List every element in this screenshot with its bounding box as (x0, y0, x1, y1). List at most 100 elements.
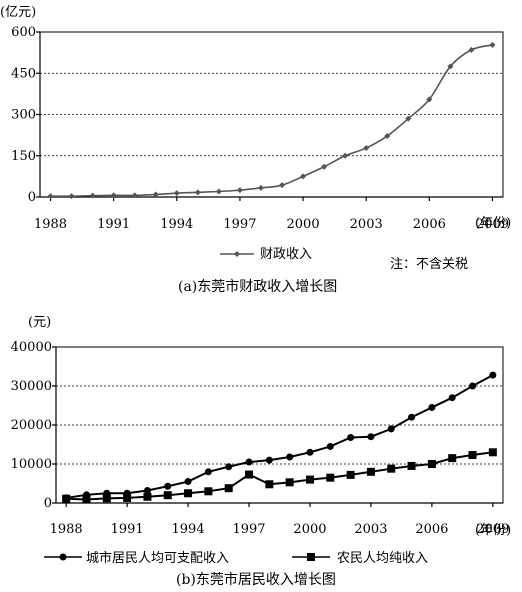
chart-a-unit-label: (亿元) (0, 5, 36, 20)
chart-b-legend-label-1: 城市居民人均可支配收入 (86, 550, 229, 566)
chart-b-legend-label-2: 农民人均纯收入 (337, 551, 428, 566)
chart-a-series-1-point (489, 41, 496, 48)
chart-a-series-1-point (279, 182, 286, 189)
chart-a-series-1-point (363, 145, 370, 152)
chart-b-series-1-point (347, 433, 355, 441)
chart-b: (元) (年份) 城市居民人均可支配收入 农民人均纯收入 (b)东莞市居民收入增… (11, 315, 512, 588)
chart-a-series-1-point (68, 193, 75, 200)
chart-b-series-2-point (468, 451, 477, 460)
chart-b-x-tick-label: 1997 (232, 522, 265, 537)
chart-a-y-tick-label: 150 (11, 149, 36, 164)
chart-b-unit-label: (元) (28, 315, 51, 330)
chart-a-series-1-point (215, 188, 222, 195)
chart-a-series-1-point (300, 173, 307, 180)
chart-b-x-tick-label: 1988 (50, 522, 83, 537)
chart-b-series-2-point (245, 470, 254, 479)
chart-a-series-1-point (131, 192, 138, 199)
chart-b-series-2-point (143, 492, 152, 501)
chart-b-series-2-point (305, 475, 314, 484)
chart-a-x-tick-label: 2003 (350, 217, 383, 232)
chart-b-series-2-point (62, 494, 71, 503)
chart-b-legend-1: 城市居民人均可支配收入 (44, 550, 229, 566)
chart-b-legend-marker-2 (307, 553, 315, 561)
chart-b-y-tick-label: 30000 (11, 379, 52, 394)
chart-b-x-tick-label: 1994 (172, 522, 205, 537)
chart-a-x-tick-label: 1994 (160, 217, 193, 232)
chart-a: (亿元) (年份) 财政收入 注：不含关税 (a)东莞市财政收入增长图 0 150… (0, 5, 511, 295)
chart-b-series-2-line (66, 451, 493, 501)
chart-a-series-1-point (321, 163, 328, 170)
chart-b-x-tick-label: 2003 (354, 522, 387, 537)
chart-a-series-1-point (468, 46, 475, 53)
chart-b-y-tick-label: 20000 (11, 418, 52, 433)
chart-b-y-tick-label: 40000 (11, 340, 52, 355)
chart-b-series-1-point (408, 413, 416, 421)
chart-b-series-2-point (224, 484, 233, 493)
chart-b-series-1-line (66, 374, 494, 499)
chart-a-series-1-point (447, 63, 454, 70)
chart-b-series-1-point (184, 478, 192, 486)
chart-a-series-1-line (50, 44, 493, 198)
chart-b-series-2-point (265, 480, 274, 489)
chart-a-y-tick-label: 0 (28, 190, 36, 205)
chart-a-x-tick-label: 1991 (97, 217, 130, 232)
chart-a-legend-marker (234, 251, 240, 257)
chart-b-series-2-point (387, 464, 396, 473)
chart-b-series-1-point (489, 371, 497, 379)
chart-a-series-1-point (405, 115, 412, 122)
chart-b-x-tick-label: 2000 (293, 522, 326, 537)
chart-b-series-2-point (204, 487, 213, 496)
chart-b-series-2-point (326, 473, 335, 482)
chart-b-series-1-point (448, 394, 456, 402)
chart-b-series-1-point (306, 448, 314, 456)
chart-a-series-1-point (342, 152, 349, 159)
chart-a-legend: 财政收入 (220, 247, 312, 262)
chart-a-x-tick-label: 1997 (223, 217, 256, 232)
chart-b-series-2-point (448, 454, 457, 463)
chart-b-series-2-point (285, 478, 294, 487)
chart-b-series-2-point (102, 494, 111, 503)
chart-b-legend-2: 农民人均纯收入 (292, 551, 428, 566)
chart-b-x-tick-label: 1991 (111, 522, 144, 537)
chart-b-series-2-point (427, 460, 436, 468)
chart-b-series-1-point (204, 468, 212, 476)
chart-b-series-2-point (488, 448, 497, 457)
chart-b-series-2-point (346, 470, 355, 479)
chart-a-y-tick-label: 600 (11, 25, 36, 40)
chart-b-legend-marker-1 (59, 553, 67, 561)
chart-a-x-tick-label: 2006 (413, 217, 446, 232)
chart-b-y-tick-label: 0 (44, 496, 52, 511)
chart-a-series-1-point (47, 193, 54, 200)
chart-a-series-1-point (236, 187, 243, 194)
chart-b-series-2-point (366, 467, 375, 476)
chart-b-y-tick-label: 10000 (11, 457, 52, 472)
chart-b-series-1-point (469, 382, 477, 390)
chart-a-legend-label: 财政收入 (260, 247, 312, 262)
chart-b-series-1-point (143, 487, 151, 495)
chart-b-series-1-point (326, 442, 334, 450)
chart-b-series-2-point (82, 495, 91, 504)
chart-b-series-1-point (428, 403, 436, 411)
chart-a-x-tick-label: 1988 (34, 217, 67, 232)
chart-a-series-1-point (257, 184, 264, 191)
chart-b-x-tick-label: 2009 (476, 522, 509, 537)
chart-a-series-1-point (194, 189, 201, 196)
chart-a-note: 注：不含关税 (390, 256, 468, 272)
chart-b-series-1-point (164, 482, 172, 490)
chart-b-caption: (b)东莞市居民收入增长图 (176, 571, 336, 588)
chart-b-x-unit: (年份) (475, 523, 511, 538)
chart-b-series-1-point (367, 433, 375, 441)
chart-a-series-1-point (426, 96, 433, 103)
chart-a-x-tick-label: 2009 (476, 217, 509, 232)
chart-a-x-unit: (年份) (475, 216, 511, 231)
chart-b-series-2-point (123, 493, 132, 502)
chart-b-series-1-point (286, 453, 294, 461)
chart-a-y-tick-label: 300 (11, 108, 36, 123)
chart-a-series-1-point (110, 192, 117, 199)
chart-b-series-1-point (245, 458, 253, 466)
chart-a-series-1-point (173, 190, 180, 197)
chart-b-series-2-point (184, 489, 193, 498)
chart-a-y-tick-label: 450 (11, 66, 36, 81)
chart-a-series-1-point (89, 192, 96, 199)
